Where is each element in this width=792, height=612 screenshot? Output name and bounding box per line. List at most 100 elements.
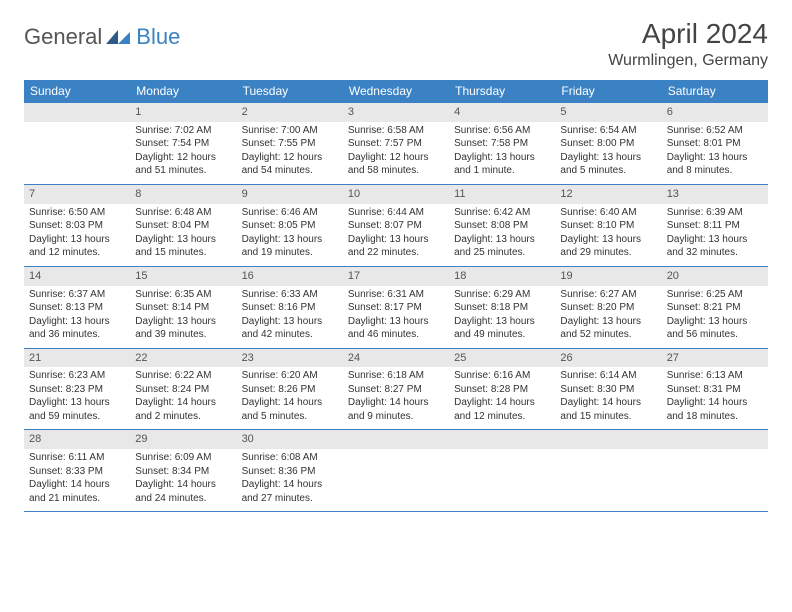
- daylight-line: Daylight: 14 hours and 2 minutes.: [135, 396, 231, 423]
- daylight-line: Daylight: 14 hours and 27 minutes.: [242, 478, 338, 505]
- daylight-line: Daylight: 13 hours and 15 minutes.: [135, 233, 231, 260]
- day-number: 26: [555, 349, 661, 368]
- day-info: Sunrise: 6:29 AMSunset: 8:18 PMDaylight:…: [449, 286, 555, 348]
- sunrise-line: Sunrise: 6:20 AM: [242, 369, 338, 383]
- calendar-cell: 18Sunrise: 6:29 AMSunset: 8:18 PMDayligh…: [449, 266, 555, 348]
- location-subtitle: Wurmlingen, Germany: [608, 52, 768, 70]
- calendar-cell: 10Sunrise: 6:44 AMSunset: 8:07 PMDayligh…: [343, 184, 449, 266]
- day-number: 22: [130, 349, 236, 368]
- daylight-line: Daylight: 13 hours and 22 minutes.: [348, 233, 444, 260]
- day-info: Sunrise: 6:11 AMSunset: 8:33 PMDaylight:…: [24, 449, 130, 511]
- sunrise-line: Sunrise: 6:37 AM: [29, 288, 125, 302]
- sunset-line: Sunset: 8:20 PM: [560, 301, 656, 315]
- sunrise-line: Sunrise: 6:46 AM: [242, 206, 338, 220]
- daylight-line: Daylight: 12 hours and 51 minutes.: [135, 151, 231, 178]
- daylight-line: Daylight: 14 hours and 12 minutes.: [454, 396, 550, 423]
- daylight-line: Daylight: 12 hours and 58 minutes.: [348, 151, 444, 178]
- calendar-body: 1Sunrise: 7:02 AMSunset: 7:54 PMDaylight…: [24, 103, 768, 512]
- day-info: Sunrise: 6:09 AMSunset: 8:34 PMDaylight:…: [130, 449, 236, 511]
- sunset-line: Sunset: 8:31 PM: [667, 383, 763, 397]
- day-info: Sunrise: 7:02 AMSunset: 7:54 PMDaylight:…: [130, 122, 236, 184]
- day-number: 24: [343, 349, 449, 368]
- brand-mark-icon: [106, 28, 132, 46]
- calendar-cell: 16Sunrise: 6:33 AMSunset: 8:16 PMDayligh…: [237, 266, 343, 348]
- sunrise-line: Sunrise: 6:23 AM: [29, 369, 125, 383]
- calendar-cell: 28Sunrise: 6:11 AMSunset: 8:33 PMDayligh…: [24, 430, 130, 512]
- weekday-header: Thursday: [449, 80, 555, 103]
- sunrise-line: Sunrise: 6:14 AM: [560, 369, 656, 383]
- calendar-cell: 27Sunrise: 6:13 AMSunset: 8:31 PMDayligh…: [662, 348, 768, 430]
- day-number: 7: [24, 185, 130, 204]
- day-info: Sunrise: 6:27 AMSunset: 8:20 PMDaylight:…: [555, 286, 661, 348]
- calendar-cell: 3Sunrise: 6:58 AMSunset: 7:57 PMDaylight…: [343, 103, 449, 185]
- sunset-line: Sunset: 7:57 PM: [348, 137, 444, 151]
- weekday-header: Sunday: [24, 80, 130, 103]
- day-number: 8: [130, 185, 236, 204]
- sunrise-line: Sunrise: 6:39 AM: [667, 206, 763, 220]
- sunset-line: Sunset: 8:01 PM: [667, 137, 763, 151]
- daylight-line: Daylight: 13 hours and 5 minutes.: [560, 151, 656, 178]
- calendar-cell: 17Sunrise: 6:31 AMSunset: 8:17 PMDayligh…: [343, 266, 449, 348]
- sunset-line: Sunset: 8:28 PM: [454, 383, 550, 397]
- day-number: 11: [449, 185, 555, 204]
- title-block: April 2024 Wurmlingen, Germany: [608, 18, 768, 70]
- daylight-line: Daylight: 13 hours and 46 minutes.: [348, 315, 444, 342]
- day-info: Sunrise: 6:50 AMSunset: 8:03 PMDaylight:…: [24, 204, 130, 266]
- daylight-line: Daylight: 14 hours and 5 minutes.: [242, 396, 338, 423]
- calendar-page: General Blue April 2024 Wurmlingen, Germ…: [0, 0, 792, 530]
- calendar-cell: [662, 430, 768, 512]
- day-info: Sunrise: 6:48 AMSunset: 8:04 PMDaylight:…: [130, 204, 236, 266]
- sunset-line: Sunset: 8:34 PM: [135, 465, 231, 479]
- calendar-cell: 21Sunrise: 6:23 AMSunset: 8:23 PMDayligh…: [24, 348, 130, 430]
- calendar-cell: 26Sunrise: 6:14 AMSunset: 8:30 PMDayligh…: [555, 348, 661, 430]
- sunrise-line: Sunrise: 6:08 AM: [242, 451, 338, 465]
- day-number: 28: [24, 430, 130, 449]
- daylight-line: Daylight: 13 hours and 12 minutes.: [29, 233, 125, 260]
- daylight-line: Daylight: 13 hours and 8 minutes.: [667, 151, 763, 178]
- daylight-line: Daylight: 14 hours and 21 minutes.: [29, 478, 125, 505]
- brand-text-2: Blue: [136, 24, 180, 50]
- day-number: 1: [130, 103, 236, 122]
- sunrise-line: Sunrise: 6:18 AM: [348, 369, 444, 383]
- day-number-empty: [449, 430, 555, 449]
- day-number: 5: [555, 103, 661, 122]
- daylight-line: Daylight: 13 hours and 59 minutes.: [29, 396, 125, 423]
- sunset-line: Sunset: 8:21 PM: [667, 301, 763, 315]
- calendar-cell: 8Sunrise: 6:48 AMSunset: 8:04 PMDaylight…: [130, 184, 236, 266]
- day-number: 17: [343, 267, 449, 286]
- calendar-cell: [555, 430, 661, 512]
- day-info: Sunrise: 6:25 AMSunset: 8:21 PMDaylight:…: [662, 286, 768, 348]
- day-info: Sunrise: 6:33 AMSunset: 8:16 PMDaylight:…: [237, 286, 343, 348]
- day-info: Sunrise: 6:20 AMSunset: 8:26 PMDaylight:…: [237, 367, 343, 429]
- sunset-line: Sunset: 8:27 PM: [348, 383, 444, 397]
- calendar-cell: 1Sunrise: 7:02 AMSunset: 7:54 PMDaylight…: [130, 103, 236, 185]
- calendar-row: 21Sunrise: 6:23 AMSunset: 8:23 PMDayligh…: [24, 348, 768, 430]
- day-info: Sunrise: 6:56 AMSunset: 7:58 PMDaylight:…: [449, 122, 555, 184]
- day-number: 9: [237, 185, 343, 204]
- sunset-line: Sunset: 8:26 PM: [242, 383, 338, 397]
- day-number: 18: [449, 267, 555, 286]
- sunset-line: Sunset: 8:14 PM: [135, 301, 231, 315]
- calendar-cell: 22Sunrise: 6:22 AMSunset: 8:24 PMDayligh…: [130, 348, 236, 430]
- sunrise-line: Sunrise: 6:22 AM: [135, 369, 231, 383]
- day-number: 10: [343, 185, 449, 204]
- sunset-line: Sunset: 8:10 PM: [560, 219, 656, 233]
- sunrise-line: Sunrise: 6:44 AM: [348, 206, 444, 220]
- sunrise-line: Sunrise: 6:35 AM: [135, 288, 231, 302]
- sunset-line: Sunset: 7:58 PM: [454, 137, 550, 151]
- sunset-line: Sunset: 8:18 PM: [454, 301, 550, 315]
- day-number: 27: [662, 349, 768, 368]
- calendar-cell: 5Sunrise: 6:54 AMSunset: 8:00 PMDaylight…: [555, 103, 661, 185]
- daylight-line: Daylight: 13 hours and 36 minutes.: [29, 315, 125, 342]
- header: General Blue April 2024 Wurmlingen, Germ…: [24, 18, 768, 70]
- brand-text-1: General: [24, 24, 102, 50]
- sunset-line: Sunset: 8:33 PM: [29, 465, 125, 479]
- sunrise-line: Sunrise: 6:52 AM: [667, 124, 763, 138]
- day-info: Sunrise: 6:37 AMSunset: 8:13 PMDaylight:…: [24, 286, 130, 348]
- sunrise-line: Sunrise: 7:02 AM: [135, 124, 231, 138]
- day-number: 20: [662, 267, 768, 286]
- day-number: 25: [449, 349, 555, 368]
- sunset-line: Sunset: 8:30 PM: [560, 383, 656, 397]
- day-number: 29: [130, 430, 236, 449]
- day-info: Sunrise: 6:58 AMSunset: 7:57 PMDaylight:…: [343, 122, 449, 184]
